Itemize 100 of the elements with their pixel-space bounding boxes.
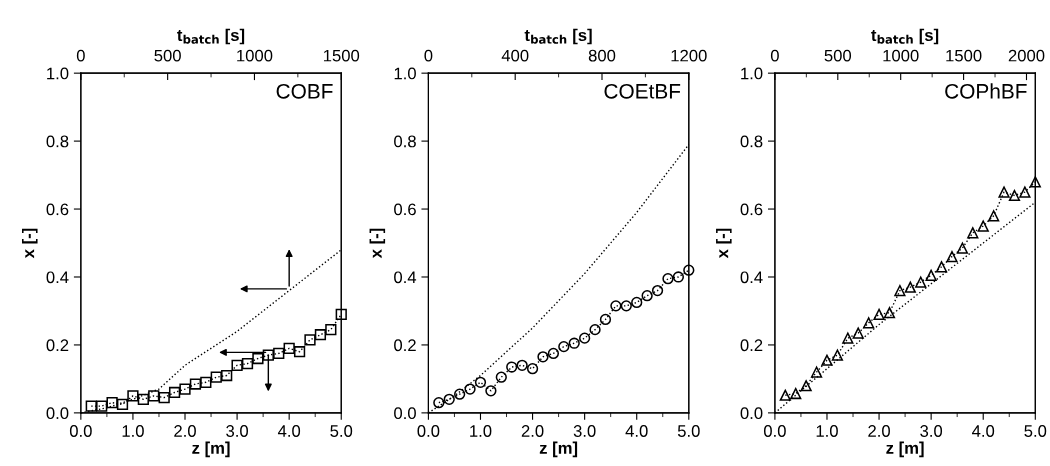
- x2-tick-label: 1500: [323, 49, 360, 62]
- y-tick-label: 0.0: [46, 407, 69, 420]
- y-tick-label: 0.0: [740, 407, 763, 420]
- point: [262, 349, 274, 361]
- x-tick-label: 4.0: [972, 425, 995, 437]
- x2-tick-label: 1200: [671, 49, 707, 62]
- x-tick-label: 5.0: [677, 425, 700, 437]
- x-tick-label: 5.0: [1024, 425, 1047, 437]
- y-tick-label: 0.8: [46, 135, 69, 148]
- x-tick-label: 4.0: [625, 425, 648, 437]
- point: [314, 329, 327, 341]
- point: [516, 359, 528, 371]
- point: [810, 366, 823, 378]
- y-tick-label: 0.4: [394, 271, 417, 284]
- point: [883, 307, 896, 319]
- point: [127, 390, 139, 402]
- point: [168, 386, 181, 399]
- point: [651, 284, 664, 297]
- x-axis-title: z [m]: [192, 441, 230, 458]
- point: [293, 346, 306, 358]
- point: [558, 341, 570, 353]
- y-tick-label: 0.0: [394, 407, 416, 420]
- y-tick-label: 1.0: [741, 67, 763, 80]
- point: [894, 284, 906, 297]
- y-tick-label: 1.0: [47, 67, 69, 80]
- point: [988, 210, 1000, 222]
- point: [116, 398, 129, 411]
- point: [873, 308, 885, 320]
- point: [325, 324, 337, 336]
- point: [904, 281, 916, 293]
- point: [631, 296, 643, 309]
- point: [106, 397, 118, 409]
- point: [335, 308, 347, 320]
- point: [610, 300, 622, 312]
- point: [443, 393, 455, 405]
- point: [842, 332, 854, 344]
- y-tick-label: 0.2: [46, 339, 69, 352]
- point: [662, 273, 674, 285]
- point: [454, 388, 466, 400]
- point: [863, 317, 875, 329]
- point: [620, 300, 632, 312]
- x-tick-label: 3.0: [226, 425, 249, 437]
- x-tick-label: 0.0: [763, 425, 786, 437]
- point: [241, 357, 254, 370]
- x-tick-label: 3.0: [920, 425, 943, 437]
- point: [433, 397, 445, 409]
- x-tick-label: 0.0: [69, 425, 92, 437]
- point: [464, 383, 476, 395]
- x2-tick-label: 400: [501, 49, 529, 62]
- x-tick-label: 5.0: [330, 425, 353, 437]
- x-axis-title: z [m]: [539, 441, 578, 458]
- point: [158, 391, 170, 404]
- point: [779, 389, 791, 401]
- y-axis-title: x [-]: [22, 228, 38, 259]
- y-tick-label: 0.2: [740, 339, 763, 352]
- point: [210, 371, 222, 383]
- point: [641, 290, 653, 302]
- x-axis-title: z [m]: [886, 441, 924, 458]
- point: [200, 376, 212, 388]
- y-tick-label: 0.8: [394, 135, 416, 148]
- point: [599, 313, 612, 326]
- point: [831, 349, 844, 361]
- annotation: COEtBF: [604, 83, 681, 99]
- point: [537, 351, 549, 363]
- y-tick-label: 0.4: [740, 271, 763, 284]
- y-tick-label: 1.0: [394, 67, 416, 80]
- point: [977, 220, 989, 232]
- annotation: COBF: [276, 83, 333, 99]
- point: [85, 400, 97, 412]
- x2-tick-label: 1000: [883, 49, 919, 62]
- x2-axis-title: t$_{batch}$ [s]: [871, 28, 939, 45]
- point: [925, 269, 937, 281]
- point: [800, 380, 812, 392]
- point: [485, 385, 497, 397]
- point: [683, 264, 695, 276]
- point: [672, 271, 685, 283]
- y-tick-label: 0.6: [394, 203, 416, 216]
- x2-tick-label: 2000: [1008, 49, 1045, 62]
- point: [547, 347, 560, 360]
- y-tick-label: 0.6: [46, 203, 69, 216]
- point: [231, 359, 243, 371]
- point: [495, 371, 507, 383]
- point: [1008, 189, 1021, 202]
- x2-tick-label: 500: [824, 49, 852, 62]
- x2-tick-label: 1000: [237, 49, 273, 62]
- x2-tick-label: 0: [424, 49, 433, 62]
- x-tick-label: 4.0: [277, 425, 301, 437]
- x-tick-label: 2.0: [521, 425, 544, 437]
- y-tick-label: 0.4: [46, 271, 69, 284]
- x-tick-label: 3.0: [573, 425, 596, 437]
- point: [998, 186, 1010, 198]
- point: [790, 387, 802, 400]
- point: [96, 400, 108, 412]
- x-tick-label: 2.0: [174, 425, 196, 437]
- point: [137, 393, 149, 405]
- point: [579, 332, 591, 344]
- point: [273, 347, 285, 360]
- point: [304, 334, 316, 346]
- y-tick-label: 0.8: [740, 135, 763, 148]
- point: [967, 227, 979, 239]
